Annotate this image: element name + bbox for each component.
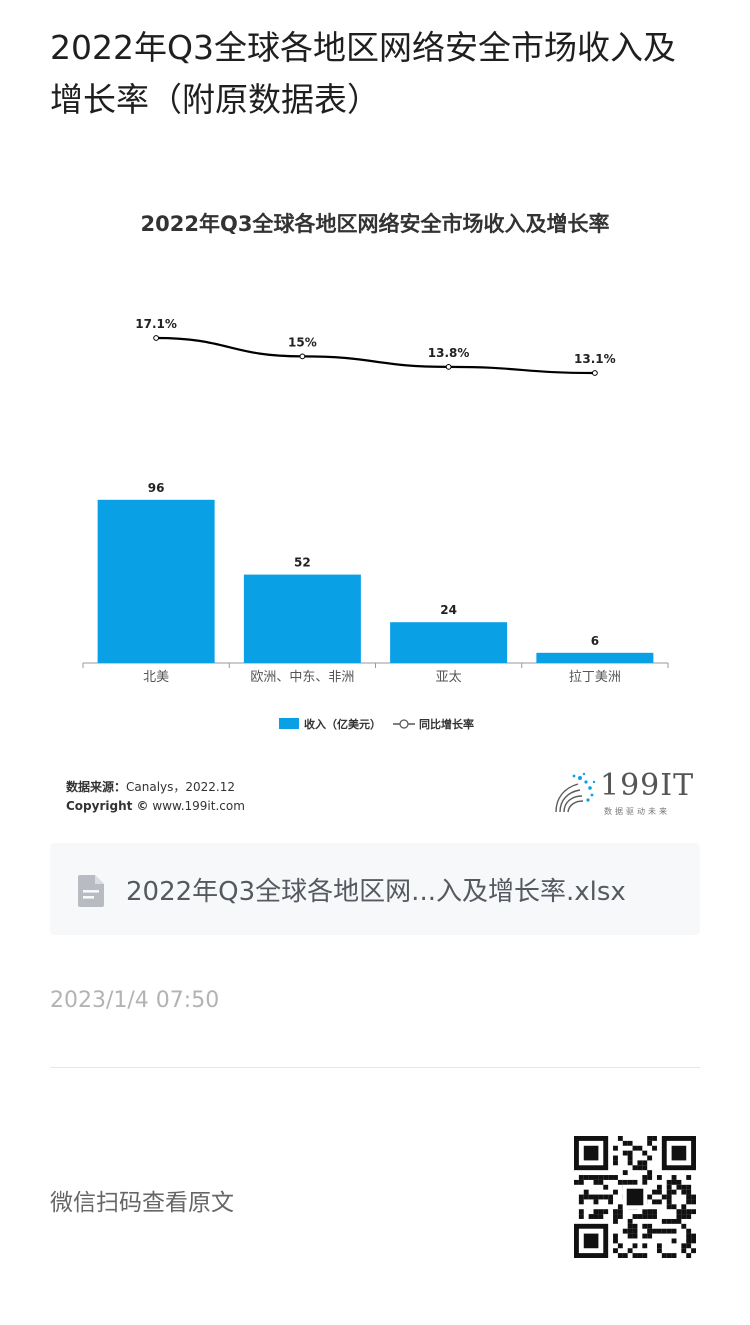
data-source-label: 数据来源： <box>66 780 127 794</box>
copyright-text: www.199it.com <box>152 799 245 813</box>
growth-label-0: 17.1% <box>135 317 177 331</box>
growth-point-3 <box>591 370 598 376</box>
qr-caption: 微信扫码查看原文 <box>50 1190 234 1216</box>
x-tick-label-0: 北美 <box>143 670 169 685</box>
x-tick-label-3: 拉丁美洲 <box>569 670 621 685</box>
bar-2 <box>390 622 508 663</box>
logo-mark-icon <box>555 772 596 813</box>
bar-3 <box>536 652 654 663</box>
chart: 2022年Q3全球各地区网络安全市场收入及增长率 96 北美 52 欧洲、中东、非洲 2… <box>50 180 700 840</box>
growth-point-1 <box>299 353 306 360</box>
legend-bar-label: 收入（亿美元） <box>304 717 381 731</box>
copyright-label: Copyright © <box>66 799 149 813</box>
data-source-text: Canalys，2022.12 <box>126 780 236 794</box>
bar-label-1: 52 <box>294 556 311 570</box>
growth-label-2: 13.8% <box>428 346 470 360</box>
bar-label-3: 6 <box>591 634 599 648</box>
x-tick-label-2: 亚太 <box>436 670 462 685</box>
chart-canvas: 96 北美 52 欧洲、中东、非洲 24 亚太 6 拉丁美洲 17.1% 15% 13.8% 13.1… <box>82 317 669 731</box>
logo: 199IT 数据驱动未来 <box>550 768 693 820</box>
attachment-file-name: 2022年Q3全球各地区网...入及增长率.xlsx <box>126 877 626 907</box>
bar-label-0: 96 <box>148 481 165 495</box>
growth-point-0 <box>153 335 160 341</box>
logo-subtitle: 数据驱动未来 <box>604 807 670 816</box>
attachment-file[interactable]: 2022年Q3全球各地区网...入及增长率.xlsx <box>50 843 700 935</box>
document-icon <box>78 875 104 907</box>
chart-title: 2022年Q3全球各地区网络安全市场收入及增长率 <box>140 212 610 236</box>
copyright: Copyright © www.199it.com <box>66 799 245 813</box>
bar-0 <box>97 499 215 663</box>
growth-line <box>156 336 595 375</box>
legend-line-label: 同比增长率 <box>419 717 474 731</box>
x-tick-label-1: 欧洲、中东、非洲 <box>250 670 354 685</box>
divider <box>50 1067 700 1068</box>
bar-1 <box>243 574 361 663</box>
publish-time: 2023/1/4 07:50 <box>50 988 220 1013</box>
growth-point-2 <box>445 363 452 370</box>
growth-label-1: 15% <box>288 335 317 349</box>
growth-label-3: 13.1% <box>574 352 616 366</box>
legend-line-marker <box>399 719 409 729</box>
legend-bar-swatch <box>279 718 299 729</box>
logo-text: 199IT <box>600 768 695 803</box>
qr-code-icon[interactable] <box>574 1136 696 1258</box>
page-title: 2022年Q3全球各地区网络安全市场收入及增长率（附原数据表） <box>50 28 676 119</box>
data-source: 数据来源：Canalys，2022.12 <box>66 778 235 795</box>
bar-label-2: 24 <box>440 603 457 617</box>
